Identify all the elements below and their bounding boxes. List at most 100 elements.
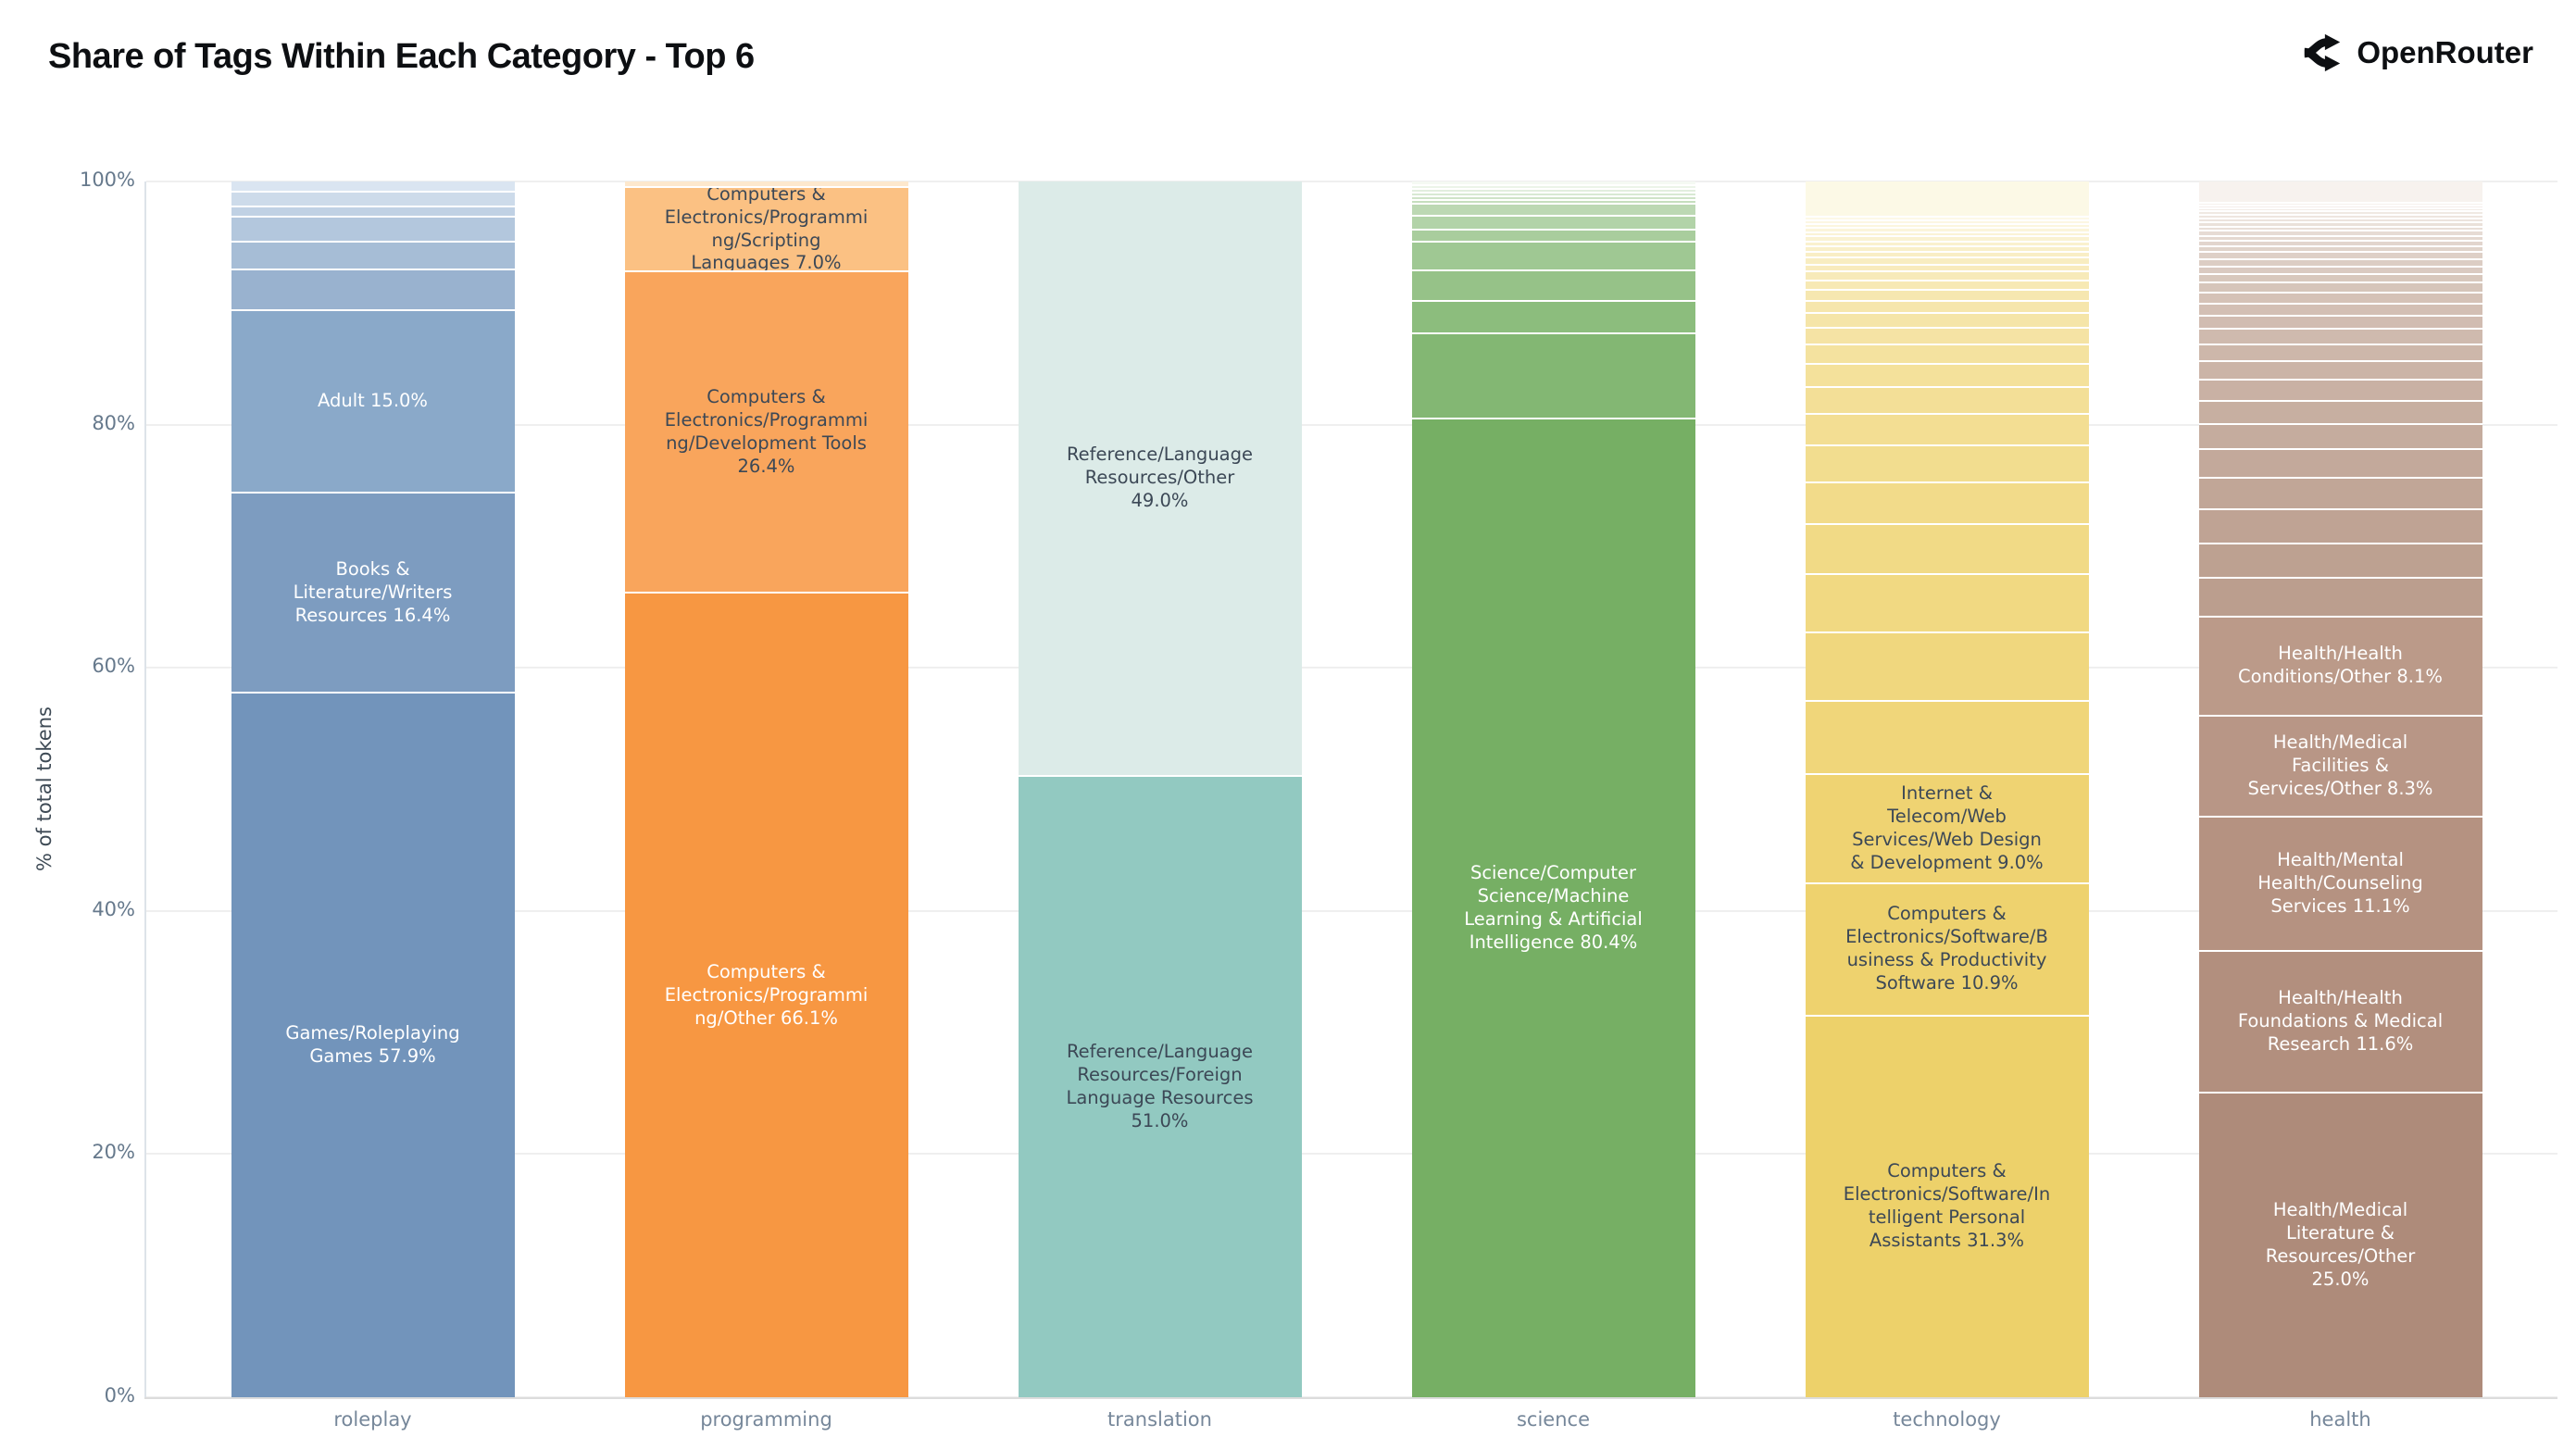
bar-programming-segment-3: Computers & Electronics/Programming/Othe… <box>624 594 908 1397</box>
bar-health-segment-28 <box>2198 478 2482 511</box>
gridline-20 <box>146 1153 2557 1156</box>
bar-technology-segment-17 <box>1805 328 2089 346</box>
bar-health-segment-34: Health/Mental Health/Counseling Services… <box>2198 817 2482 953</box>
y-axis-title: % of total tokens <box>33 706 56 871</box>
bar-health-segment-30 <box>2198 544 2482 580</box>
segment-label: Science/Computer Science/Machine Learnin… <box>1464 862 1643 954</box>
brand-logo: OpenRouter <box>2301 31 2533 74</box>
bar-health-segment-21 <box>2198 330 2482 345</box>
bar-roleplay-segment-5 <box>231 269 515 312</box>
bar-science-segment-4 <box>1411 197 1695 201</box>
bar-translation-segment-1: Reference/Language Resources/Foreign Lan… <box>1018 777 1302 1397</box>
bar-health-segment-23 <box>2198 361 2482 381</box>
bar-technology: Internet & Telecom/Web Services/Web Desi… <box>1805 181 2089 1397</box>
bar-technology-segment-12 <box>1805 272 2089 281</box>
bar-translation: Reference/Language Resources/Other 49.0%… <box>1018 181 1302 1397</box>
bar-health-segment-19 <box>2198 304 2482 317</box>
openrouter-logo-icon <box>2304 33 2341 72</box>
segment-label: Games/Roleplaying Games 57.9% <box>285 1021 460 1067</box>
bar-science-segment-0 <box>1411 181 1695 187</box>
y-tick-40: 40% <box>92 897 135 920</box>
bar-roleplay-segment-4 <box>231 242 515 270</box>
gridline-80 <box>146 423 2557 426</box>
segment-label: Health/Mental Health/Counseling Services… <box>2257 848 2423 917</box>
bar-science-segment-8 <box>1411 230 1695 243</box>
bar-health-segment-32: Health/Health Conditions/Other 8.1% <box>2198 618 2482 717</box>
bar-science-segment-6 <box>1411 204 1695 218</box>
bar-technology-segment-24 <box>1805 525 2089 576</box>
bar-health-segment-9 <box>2198 231 2482 237</box>
segment-label: Adult 15.0% <box>318 390 428 412</box>
x-axis-line <box>144 1397 2557 1399</box>
bar-technology-segment-26 <box>1805 633 2089 702</box>
bar-technology-segment-18 <box>1805 345 2089 366</box>
bar-roleplay-segment-8: Games/Roleplaying Games 57.9% <box>231 693 515 1397</box>
bar-programming: Computers & Electronics/Programming/Scri… <box>624 181 908 1397</box>
x-tick-roleplay: roleplay <box>333 1408 412 1431</box>
segment-label: Reference/Language Resources/Other 49.0% <box>1067 444 1253 512</box>
bar-technology-segment-8 <box>1805 246 2089 253</box>
bar-science: Science/Computer Science/Machine Learnin… <box>1411 181 1695 1397</box>
gridline-60 <box>146 667 2557 669</box>
x-tick-programming: programming <box>700 1408 832 1431</box>
segment-label: Health/Health Conditions/Other 8.1% <box>2238 643 2443 688</box>
y-tick-60: 60% <box>92 655 135 678</box>
bar-science-segment-2 <box>1411 190 1695 194</box>
bar-technology-segment-5 <box>1805 232 2089 238</box>
bar-health-segment-25 <box>2198 401 2482 425</box>
bar-science-segment-1 <box>1411 186 1695 191</box>
bar-health-segment-1 <box>2198 203 2482 206</box>
bar-technology-segment-13 <box>1805 281 2089 292</box>
bar-roleplay-segment-1 <box>231 192 515 207</box>
bar-science-segment-12 <box>1411 334 1695 420</box>
bar-science-segment-9 <box>1411 242 1695 272</box>
bar-technology-segment-0 <box>1805 181 2089 219</box>
bar-health-segment-6 <box>2198 219 2482 224</box>
bar-technology-segment-15 <box>1805 301 2089 315</box>
bar-technology-segment-22 <box>1805 446 2089 483</box>
bar-health-segment-16 <box>2198 275 2482 284</box>
bar-health-segment-10 <box>2198 236 2482 242</box>
bar-technology-segment-4 <box>1805 229 2089 233</box>
bar-health-segment-4 <box>2198 212 2482 217</box>
bar-health-segment-11 <box>2198 241 2482 247</box>
bar-technology-segment-28: Internet & Telecom/Web Services/Web Desi… <box>1805 774 2089 884</box>
bar-roleplay-segment-6: Adult 15.0% <box>231 311 515 494</box>
segment-label: Computers & Electronics/Programming/Deve… <box>664 385 869 477</box>
y-tick-80: 80% <box>92 411 135 434</box>
bar-health-segment-7 <box>2198 223 2482 228</box>
bar-health-segment-18 <box>2198 293 2482 305</box>
bar-health-segment-13 <box>2198 253 2482 260</box>
gridline-40 <box>146 909 2557 912</box>
segment-label: Computers & Electronics/Software/Busines… <box>1845 903 2048 994</box>
x-tick-technology: technology <box>1893 1408 2001 1431</box>
bar-health-segment-29 <box>2198 510 2482 544</box>
bar-health-segment-26 <box>2198 424 2482 451</box>
bar-health-segment-15 <box>2198 267 2482 276</box>
bar-programming-segment-2: Computers & Electronics/Programming/Deve… <box>624 272 908 594</box>
bar-health-segment-27 <box>2198 450 2482 479</box>
bar-technology-segment-6 <box>1805 237 2089 243</box>
segment-label: Health/Medical Facilities & Services/Oth… <box>2247 731 2433 799</box>
bar-health: Health/Health Conditions/Other 8.1% Healt… <box>2198 181 2482 1397</box>
bar-health-segment-17 <box>2198 283 2482 294</box>
bar-science-segment-13: Science/Computer Science/Machine Learnin… <box>1411 419 1695 1397</box>
bar-health-segment-3 <box>2198 209 2482 213</box>
segment-label: Health/Medical Literature & Resources/Ot… <box>2265 1198 2416 1290</box>
bar-health-segment-36: Health/Medical Literature & Resources/Ot… <box>2198 1093 2482 1397</box>
bar-health-segment-33: Health/Medical Facilities & Services/Oth… <box>2198 716 2482 818</box>
segment-label: Health/Health Foundations & Medical Rese… <box>2237 986 2444 1055</box>
bar-technology-segment-7 <box>1805 242 2089 247</box>
bar-roleplay-segment-0 <box>231 181 515 193</box>
bar-programming-segment-0 <box>624 181 908 188</box>
bar-technology-segment-19 <box>1805 365 2089 389</box>
bar-health-segment-8 <box>2198 227 2482 232</box>
bar-science-segment-7 <box>1411 217 1695 231</box>
y-tick-0: 0% <box>104 1384 135 1406</box>
segment-label: Books & Literature/Writers Resources 16.… <box>293 557 453 626</box>
segment-label: Computers & Electronics/Software/Intelli… <box>1843 1160 2051 1252</box>
bar-science-segment-5 <box>1411 201 1695 205</box>
bar-programming-segment-1: Computers & Electronics/Programming/Scri… <box>624 187 908 273</box>
page-title: Share of Tags Within Each Category - Top… <box>48 37 755 76</box>
bar-health-segment-14 <box>2198 259 2482 268</box>
